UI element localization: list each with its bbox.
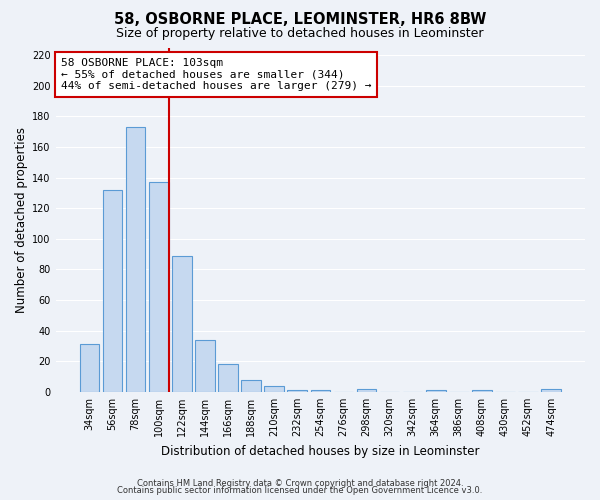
Text: 58 OSBORNE PLACE: 103sqm
← 55% of detached houses are smaller (344)
44% of semi-: 58 OSBORNE PLACE: 103sqm ← 55% of detach… (61, 58, 371, 91)
Text: Contains public sector information licensed under the Open Government Licence v3: Contains public sector information licen… (118, 486, 482, 495)
Bar (103, 190, 122, 392)
Bar (426, 390, 446, 392)
Y-axis label: Number of detached properties: Number of detached properties (15, 126, 28, 312)
Bar (149, 182, 169, 392)
Bar (218, 364, 238, 392)
X-axis label: Distribution of detached houses by size in Leominster: Distribution of detached houses by size … (161, 444, 479, 458)
Bar (541, 389, 561, 392)
Bar (356, 389, 376, 392)
Bar (126, 127, 145, 392)
Bar (241, 380, 261, 392)
Bar (472, 390, 491, 392)
Bar (265, 386, 284, 392)
Bar (80, 344, 100, 392)
Text: Contains HM Land Registry data © Crown copyright and database right 2024.: Contains HM Land Registry data © Crown c… (137, 478, 463, 488)
Text: 58, OSBORNE PLACE, LEOMINSTER, HR6 8BW: 58, OSBORNE PLACE, LEOMINSTER, HR6 8BW (114, 12, 486, 28)
Text: Size of property relative to detached houses in Leominster: Size of property relative to detached ho… (116, 28, 484, 40)
Bar (172, 256, 191, 392)
Bar (195, 340, 215, 392)
Bar (287, 390, 307, 392)
Bar (311, 390, 330, 392)
